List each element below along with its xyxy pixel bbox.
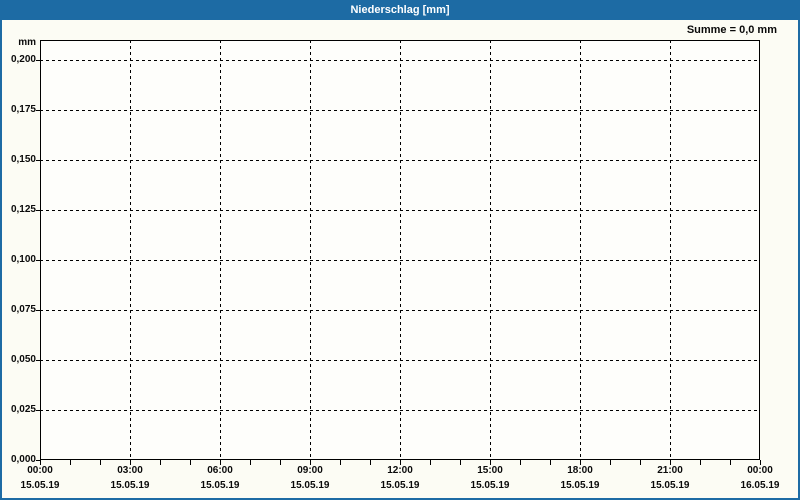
x-axis-time-label: 03:00 <box>117 465 143 476</box>
x-axis-time-label: 15:00 <box>477 465 503 476</box>
x-axis-date-label: 15.05.19 <box>20 480 60 491</box>
y-axis-tick-label: 0,150 <box>10 154 36 165</box>
y-axis-tick <box>36 60 40 61</box>
x-axis-tick <box>220 460 221 465</box>
y-axis-tick-label: 0,075 <box>10 304 36 315</box>
y-axis-tick-label: 0,000 <box>10 454 36 465</box>
x-axis-tick <box>640 460 641 465</box>
x-axis-date-label: 15.05.19 <box>470 480 510 491</box>
x-axis-tick <box>310 460 311 465</box>
y-axis-tick <box>36 110 40 111</box>
x-gridline <box>220 40 221 460</box>
y-axis-tick-label: 0,200 <box>10 54 36 65</box>
y-axis-tick-label: 0,175 <box>10 104 36 115</box>
x-axis-tick <box>670 460 671 465</box>
x-axis-tick <box>430 460 431 465</box>
x-gridline <box>670 40 671 460</box>
x-gridline <box>490 40 491 460</box>
x-axis-tick <box>250 460 251 465</box>
x-axis-tick <box>190 460 191 465</box>
x-axis-date-label: 15.05.19 <box>200 480 240 491</box>
x-axis-tick <box>760 460 761 465</box>
x-axis-time-label: 09:00 <box>297 465 323 476</box>
x-axis-tick <box>40 460 41 465</box>
x-axis-tick <box>160 460 161 465</box>
chart-title: Niederschlag [mm] <box>350 4 450 16</box>
y-axis-tick <box>36 410 40 411</box>
y-axis-tick <box>36 310 40 311</box>
x-axis-tick <box>280 460 281 465</box>
x-axis-date-label: 15.05.19 <box>290 480 330 491</box>
x-gridline <box>400 40 401 460</box>
x-axis-date-label: 15.05.19 <box>650 480 690 491</box>
y-axis-tick <box>36 160 40 161</box>
x-axis-tick <box>460 460 461 465</box>
x-axis-date-label: 15.05.19 <box>380 480 420 491</box>
chart-title-bar: Niederschlag [mm] <box>0 0 800 20</box>
y-axis-tick-label: 0,125 <box>10 204 36 215</box>
x-gridline <box>580 40 581 460</box>
y-axis-tick-label: 0,100 <box>10 254 36 265</box>
x-axis-tick <box>370 460 371 465</box>
x-axis-time-label: 21:00 <box>657 465 683 476</box>
x-axis-tick <box>100 460 101 465</box>
y-axis-unit-label: mm <box>18 37 36 48</box>
y-axis-tick-label: 0,025 <box>10 404 36 415</box>
x-gridline <box>130 40 131 460</box>
y-axis-tick-label: 0,050 <box>10 354 36 365</box>
x-axis-tick <box>130 460 131 465</box>
sum-label: Summe = 0,0 mm <box>686 24 777 36</box>
x-axis-time-label: 12:00 <box>387 465 413 476</box>
x-gridline <box>310 40 311 460</box>
x-axis-date-label: 16.05.19 <box>740 480 780 491</box>
x-axis-tick <box>580 460 581 465</box>
x-axis-tick <box>70 460 71 465</box>
x-axis-date-label: 15.05.19 <box>560 480 600 491</box>
y-axis-tick <box>36 460 40 461</box>
x-axis-tick <box>700 460 701 465</box>
y-axis-tick <box>36 210 40 211</box>
x-axis-time-label: 00:00 <box>27 465 53 476</box>
x-axis-tick <box>490 460 491 465</box>
x-axis-tick <box>340 460 341 465</box>
x-axis-time-label: 00:00 <box>747 465 773 476</box>
y-axis-tick <box>36 260 40 261</box>
x-axis-tick <box>400 460 401 465</box>
x-axis-date-label: 15.05.19 <box>110 480 150 491</box>
x-axis-tick <box>610 460 611 465</box>
x-axis-time-label: 18:00 <box>567 465 593 476</box>
x-axis-tick <box>520 460 521 465</box>
x-axis-time-label: 06:00 <box>207 465 233 476</box>
y-axis-tick <box>36 360 40 361</box>
x-axis-tick <box>550 460 551 465</box>
x-axis-tick <box>730 460 731 465</box>
